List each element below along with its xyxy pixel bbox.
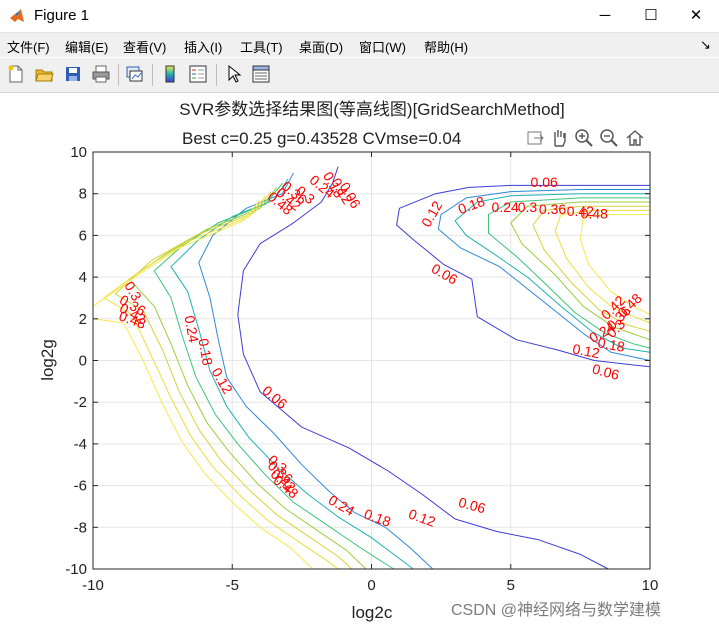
minimize-button[interactable]: ─ [599,7,611,24]
x-tick-label: 10 [642,577,659,594]
contour-label: 0.06 [259,382,290,412]
menu-edit[interactable]: 编辑(E) [65,40,109,55]
menu-tools[interactable]: 工具(T) [240,40,283,55]
contour-label: 0.24 [182,314,203,344]
pan-hand-icon[interactable] [549,128,569,148]
y-tick-label: -8 [74,519,87,536]
contour-label: 0.06 [457,494,488,517]
chart-title: SVR参数选择结果图(等高线图)[GridSearchMethod] [179,100,564,119]
matlab-logo-icon [10,9,24,22]
contour-line-0.12 [198,172,434,570]
new-figure-icon[interactable] [6,64,26,84]
menu-bar: 文件(F) 编辑(E) 查看(V) 插入(I) 工具(T) 桌面(D) 窗口(W… [0,33,719,57]
x-tick-label: 0 [367,577,375,594]
zoom-out-icon[interactable] [599,128,619,148]
y-axis-label: log2g [38,339,57,381]
figure-toolbar [0,58,719,93]
contour-line-0.24 [153,182,395,570]
contour-chart: SVR参数选择结果图(等高线图)[GridSearchMethod] Best … [38,100,658,622]
contour-label: 0.18 [362,506,393,530]
x-tick-label: -10 [82,577,104,594]
contour-line-0.12 [437,189,651,361]
y-tick-label: 2 [79,311,87,328]
maximize-button[interactable]: ☐ [644,7,658,24]
insert-colorbar-icon[interactable] [160,64,180,84]
contour-line-0.36 [532,205,651,332]
y-tick-label: -10 [65,561,87,578]
contour-line-0.42 [554,209,651,324]
chart-subtitle: Best c=0.25 g=0.43528 CVmse=0.04 [182,129,461,148]
contour-label: 0.06 [531,174,558,190]
y-tick-label: 0 [79,353,87,370]
contour-label: 0.24 [326,492,358,520]
contour-label: 0.06 [429,260,461,288]
print-icon[interactable] [91,64,111,84]
contour-label-layer: 0.060.12 0.18 0.240.3 0.36 0.420.480.060.060… [117,169,645,530]
figure-area: SVR参数选择结果图(等高线图)[GridSearchMethod] Best … [0,93,719,626]
x-axis-label: log2c [352,603,393,622]
contour-label: 0.18 [195,337,216,367]
contour-line-0.3 [510,201,651,341]
y-tick-label: -4 [74,436,87,453]
menu-file[interactable]: 文件(F) [7,40,50,55]
contour-label: 0.18 [596,334,626,355]
contour-label: 0.12 [571,341,601,362]
open-file-icon[interactable] [34,64,54,84]
zoom-in-icon[interactable] [574,128,594,148]
close-button[interactable]: ✕ [689,7,703,24]
window-title: Figure 1 [34,7,90,24]
y-tick-label: 6 [79,227,87,244]
y-tick-label: 4 [79,269,87,286]
contour-label: 0.3 [518,199,538,215]
menu-desktop[interactable]: 桌面(D) [299,40,344,55]
toolbar-separator [216,64,217,86]
y-tick-label: -6 [74,478,87,495]
contour-line-0.06 [396,184,651,368]
contour-line-0.3 [128,187,367,570]
contour-label: 0.42 [567,203,594,219]
window-titlebar: Figure 1 ─ ☐ ✕ [0,0,719,33]
property-inspector-icon[interactable] [251,64,271,84]
contour-line-0.48 [92,199,261,307]
menu-help[interactable]: 帮助(H) [424,40,469,55]
save-icon[interactable] [63,64,83,84]
y-tick-label: -2 [74,394,87,411]
toolbar-separator [118,64,119,86]
contour-line-0.48 [579,214,651,316]
link-plot-icon[interactable] [124,64,144,84]
insert-legend-icon[interactable] [188,64,208,84]
menu-insert[interactable]: 插入(I) [184,40,223,55]
x-tick-label: -5 [226,577,239,594]
contour-label: 0.06 [591,361,622,384]
contour-line-0.18 [454,193,651,353]
ticks-layer: -10 -5 0 5 10 10 8 6 4 2 0 -2 -4 -6 -8 -10 [65,144,658,594]
edit-plot-icon[interactable] [224,64,244,84]
menu-window[interactable]: 窗口(W) [359,40,406,55]
contour-line-0.06 [237,166,609,570]
y-tick-label: 10 [70,144,87,161]
contour-label: 0.48 [581,205,608,221]
toolbar-separator [152,64,153,86]
watermark: CSDN @神经网络与数学建模 [451,602,662,619]
contour-line-0.42 [103,195,339,570]
home-icon[interactable] [625,128,645,148]
contour-label: 0.24 [492,199,519,215]
contour-label: 0.36 [539,201,566,217]
x-tick-label: 5 [507,577,515,594]
export-icon[interactable] [525,128,545,148]
menu-view[interactable]: 查看(V) [123,40,167,55]
dock-figure-button[interactable]: ↘ [700,37,711,52]
contour-layer [92,166,651,570]
contour-line-0.24 [488,197,651,349]
contour-line-0.48 [92,318,314,570]
contour-line-0.36 [114,191,353,570]
contour-label: 0.12 [407,506,438,530]
contour-label: 0.18 [456,193,487,217]
y-tick-label: 8 [79,186,87,203]
